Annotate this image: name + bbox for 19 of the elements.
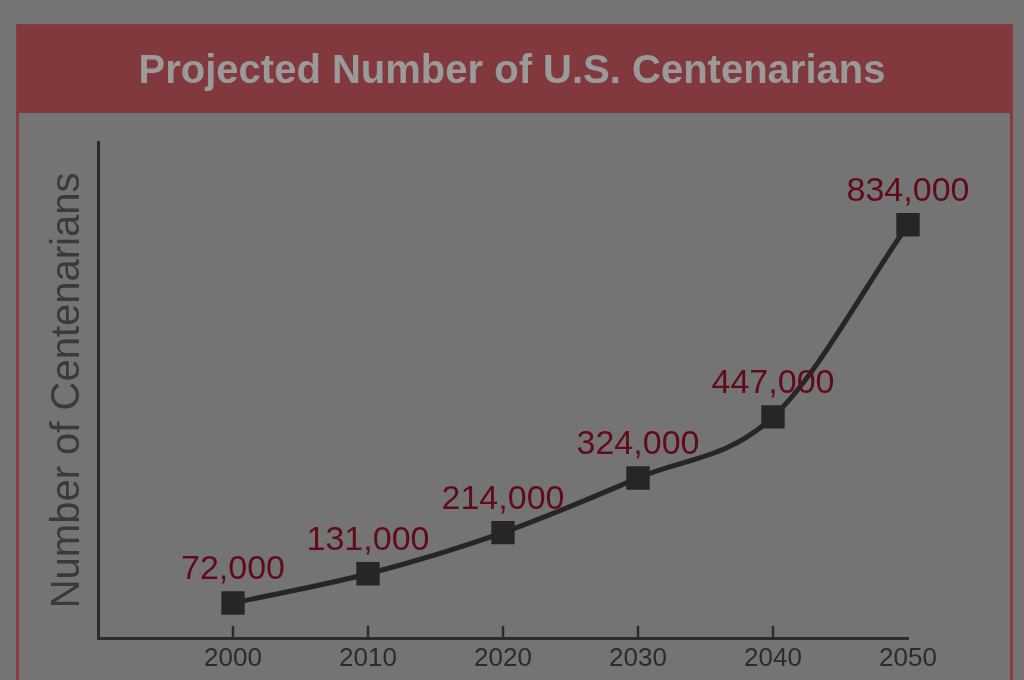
x-tick-label: 2010 (339, 641, 397, 672)
point (896, 213, 920, 237)
x-tick-label: 2040 (744, 641, 802, 672)
chart-title: Projected Number of U.S. Centenarians (138, 46, 886, 92)
x-tick-label: 2030 (609, 641, 667, 672)
point (491, 520, 515, 545)
data-label: 324,000 (576, 422, 700, 461)
data-label: 131,000 (306, 518, 430, 557)
data-label: 834,000 (846, 169, 970, 208)
y-axis-title: Number of Centenarians (43, 172, 88, 609)
point (221, 591, 245, 615)
point (356, 562, 380, 586)
x-tick-label: 2000 (204, 641, 262, 672)
point (626, 466, 650, 490)
data-label: 72,000 (181, 548, 285, 587)
point (761, 405, 785, 429)
x-tick-label: 2050 (879, 641, 937, 672)
x-tick-label: 2020 (474, 641, 532, 672)
data-label: 214,000 (441, 477, 565, 516)
